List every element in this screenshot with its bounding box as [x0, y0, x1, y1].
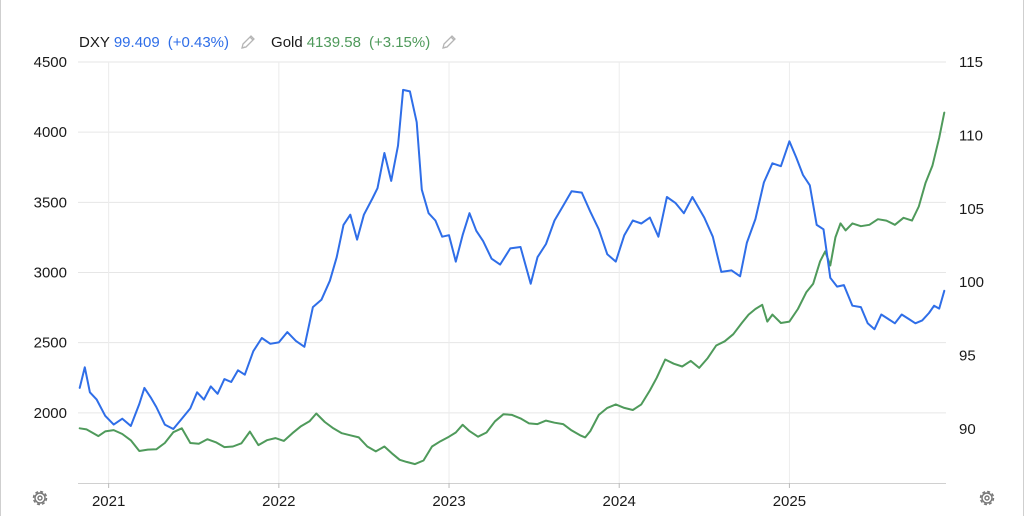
y-left-tick-label: 3000 — [34, 265, 67, 282]
pencil-icon[interactable] — [440, 33, 458, 51]
y-left-tick-label: 4500 — [34, 54, 67, 71]
legend-gold-value: 4139.58 — [306, 33, 361, 51]
y-right-tick-label: 110 — [959, 127, 983, 144]
y-right-tick-label: 115 — [959, 54, 983, 71]
y-left-tick-label: 2500 — [34, 335, 67, 352]
gear-icon[interactable] — [977, 488, 997, 508]
gear-icon[interactable] — [30, 488, 50, 508]
y-right-tick-label: 105 — [959, 201, 984, 218]
x-tick-label: 2021 — [92, 493, 125, 510]
x-tick-label: 2022 — [262, 493, 295, 510]
y-left-tick-label: 2000 — [34, 405, 67, 422]
series-line-dxy — [78, 88, 946, 430]
legend-dxy-value: 99.409 — [113, 33, 160, 51]
chart-legend: DXY 99.409 (+0.43%) Gold 4139.58 (+3.15%… — [79, 33, 472, 51]
x-tick-label: 2023 — [432, 493, 465, 510]
legend-item-dxy[interactable]: DXY 99.409 (+0.43%) — [79, 33, 257, 51]
y-right-tick-label: 100 — [959, 274, 984, 291]
legend-dxy-symbol: DXY — [79, 33, 110, 51]
legend-gold-change: (+3.15%) — [368, 33, 431, 51]
x-tick-label: 2025 — [773, 493, 806, 510]
y-left-tick-label: 4000 — [34, 124, 67, 141]
y-right-tick-label: 95 — [959, 348, 976, 365]
y-left-tick-label: 3500 — [34, 194, 67, 211]
y-right-tick-label: 90 — [959, 421, 976, 438]
x-tick-label: 2024 — [603, 493, 636, 510]
legend-gold-symbol: Gold — [271, 33, 303, 51]
series-line-gold — [78, 111, 946, 466]
legend-dxy-change: (+0.43%) — [167, 33, 230, 51]
legend-item-gold[interactable]: Gold 4139.58 (+3.15%) — [271, 33, 458, 51]
pencil-icon[interactable] — [239, 33, 257, 51]
